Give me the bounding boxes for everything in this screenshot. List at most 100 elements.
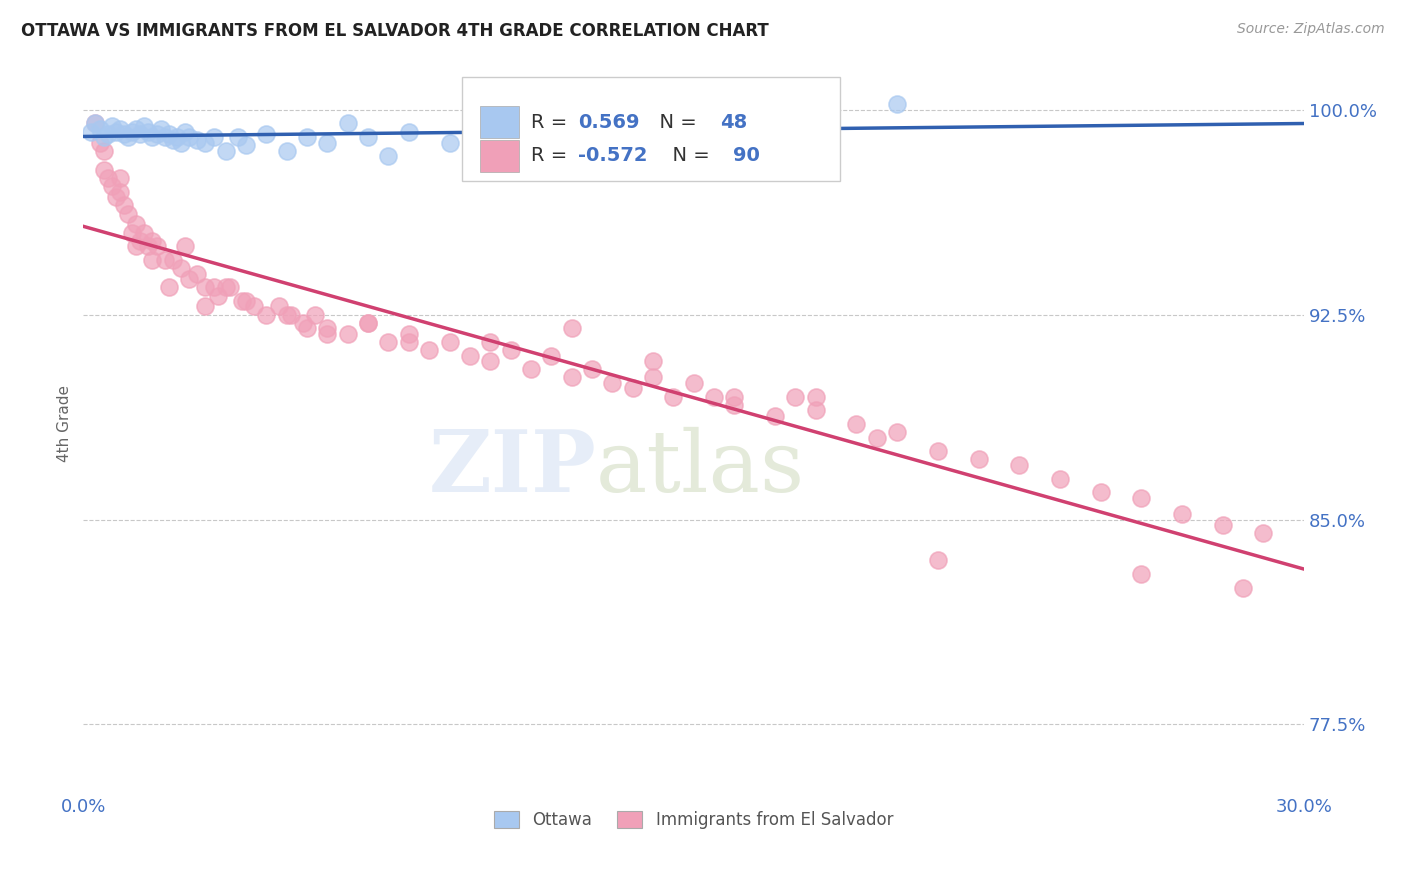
Point [1253, 526, 1275, 541]
Point [153, 130, 176, 145]
Point [138, 125, 160, 139]
Point [1171, 507, 1194, 521]
Point [104, 125, 127, 139]
Point [600, 108, 623, 122]
Point [125, 239, 148, 253]
Point [108, 121, 131, 136]
Point [202, 280, 225, 294]
Point [804, 125, 827, 139]
Point [641, 144, 664, 158]
Text: R =: R = [531, 146, 574, 165]
Point [439, 334, 461, 349]
Point [157, 280, 180, 294]
Point [641, 370, 664, 384]
Point [145, 239, 167, 253]
Point [357, 316, 380, 330]
Point [316, 321, 339, 335]
Point [499, 343, 522, 358]
Point [243, 300, 266, 314]
Point [186, 267, 208, 281]
Point [194, 280, 217, 294]
Point [1008, 458, 1031, 472]
Point [967, 452, 990, 467]
Point [170, 136, 193, 150]
Point [207, 288, 229, 302]
Point [149, 121, 172, 136]
Point [641, 354, 664, 368]
Point [93, 144, 115, 158]
Point [235, 138, 257, 153]
Point [112, 198, 135, 212]
Point [254, 308, 277, 322]
Text: N =: N = [647, 112, 703, 132]
Point [581, 362, 603, 376]
Point [292, 316, 315, 330]
Point [84, 116, 107, 130]
Point [600, 376, 623, 390]
Point [845, 417, 868, 431]
Text: N =: N = [659, 146, 716, 165]
Point [1049, 471, 1071, 485]
Point [112, 128, 135, 142]
Point [479, 354, 502, 368]
Point [804, 390, 827, 404]
Point [125, 218, 148, 232]
Text: R =: R = [531, 112, 574, 132]
Point [295, 130, 318, 145]
Point [682, 376, 704, 390]
Point [166, 130, 188, 145]
Point [129, 234, 152, 248]
Point [129, 128, 152, 142]
Point [100, 179, 122, 194]
Point [162, 252, 184, 267]
Point [104, 190, 127, 204]
Text: 0.569: 0.569 [578, 112, 640, 132]
Legend: Ottawa, Immigrants from El Salvador: Ottawa, Immigrants from El Salvador [488, 805, 900, 836]
Point [357, 130, 380, 145]
Point [520, 130, 543, 145]
Point [194, 136, 217, 150]
Point [540, 349, 562, 363]
Point [621, 381, 644, 395]
Point [418, 343, 440, 358]
Point [1130, 491, 1153, 505]
Point [316, 326, 339, 341]
Point [927, 444, 949, 458]
Point [108, 185, 131, 199]
Point [1232, 581, 1254, 595]
Point [226, 130, 249, 145]
Point [304, 308, 326, 322]
Point [218, 280, 240, 294]
Point [866, 431, 889, 445]
Point [280, 308, 302, 322]
Point [479, 334, 502, 349]
Point [886, 97, 908, 112]
Point [561, 370, 583, 384]
Point [439, 136, 461, 150]
Point [93, 130, 115, 145]
Point [723, 398, 745, 412]
Point [202, 130, 225, 145]
Point [927, 553, 949, 567]
Point [93, 162, 115, 177]
Point [97, 128, 120, 142]
Point [145, 128, 167, 142]
Text: Source: ZipAtlas.com: Source: ZipAtlas.com [1237, 22, 1385, 37]
Text: 90: 90 [733, 146, 759, 165]
Point [194, 300, 217, 314]
Y-axis label: 4th Grade: 4th Grade [58, 385, 72, 462]
Point [138, 239, 160, 253]
Point [186, 133, 208, 147]
Point [97, 171, 120, 186]
FancyBboxPatch shape [479, 106, 519, 138]
Point [89, 121, 111, 136]
FancyBboxPatch shape [479, 139, 519, 172]
Point [703, 390, 725, 404]
Point [125, 121, 148, 136]
Point [108, 171, 131, 186]
Point [804, 403, 827, 417]
Point [377, 334, 399, 349]
Point [121, 226, 143, 240]
Point [254, 128, 277, 142]
Point [215, 280, 238, 294]
